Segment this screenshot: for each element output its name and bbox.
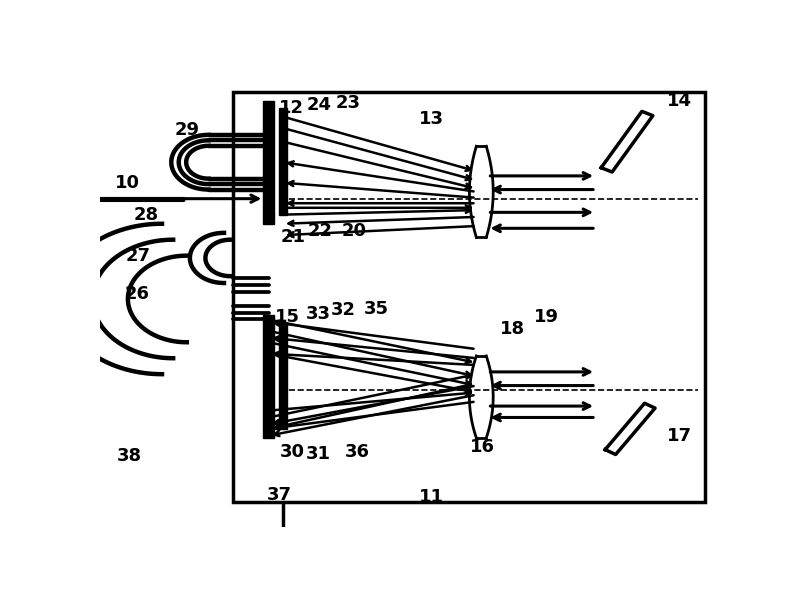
Text: 19: 19: [534, 308, 559, 326]
Text: 38: 38: [117, 447, 142, 465]
Text: 33: 33: [306, 304, 330, 323]
Text: 13: 13: [419, 110, 444, 128]
Text: 37: 37: [267, 486, 292, 504]
Text: 10: 10: [115, 173, 141, 192]
Text: 28: 28: [134, 205, 159, 224]
Bar: [234, 92, 705, 502]
Polygon shape: [278, 324, 287, 429]
Text: 22: 22: [308, 223, 333, 240]
Text: 27: 27: [126, 247, 151, 265]
Text: 31: 31: [306, 445, 330, 463]
Text: 14: 14: [667, 92, 692, 110]
Polygon shape: [263, 315, 274, 438]
Text: 11: 11: [419, 488, 444, 506]
Text: 26: 26: [125, 285, 150, 304]
Text: 35: 35: [363, 300, 389, 318]
Text: 21: 21: [281, 229, 306, 246]
Text: 36: 36: [345, 443, 370, 461]
Text: 15: 15: [275, 308, 300, 326]
Text: 23: 23: [335, 94, 361, 112]
Text: 12: 12: [278, 98, 303, 117]
Text: 29: 29: [174, 121, 199, 139]
Text: 16: 16: [470, 438, 495, 456]
Text: 30: 30: [280, 443, 305, 461]
Text: 20: 20: [342, 223, 366, 240]
Text: 18: 18: [500, 320, 525, 337]
Text: 32: 32: [331, 301, 356, 319]
Polygon shape: [278, 108, 287, 215]
Text: 24: 24: [306, 96, 331, 114]
Text: 17: 17: [667, 427, 692, 445]
Polygon shape: [263, 101, 274, 224]
